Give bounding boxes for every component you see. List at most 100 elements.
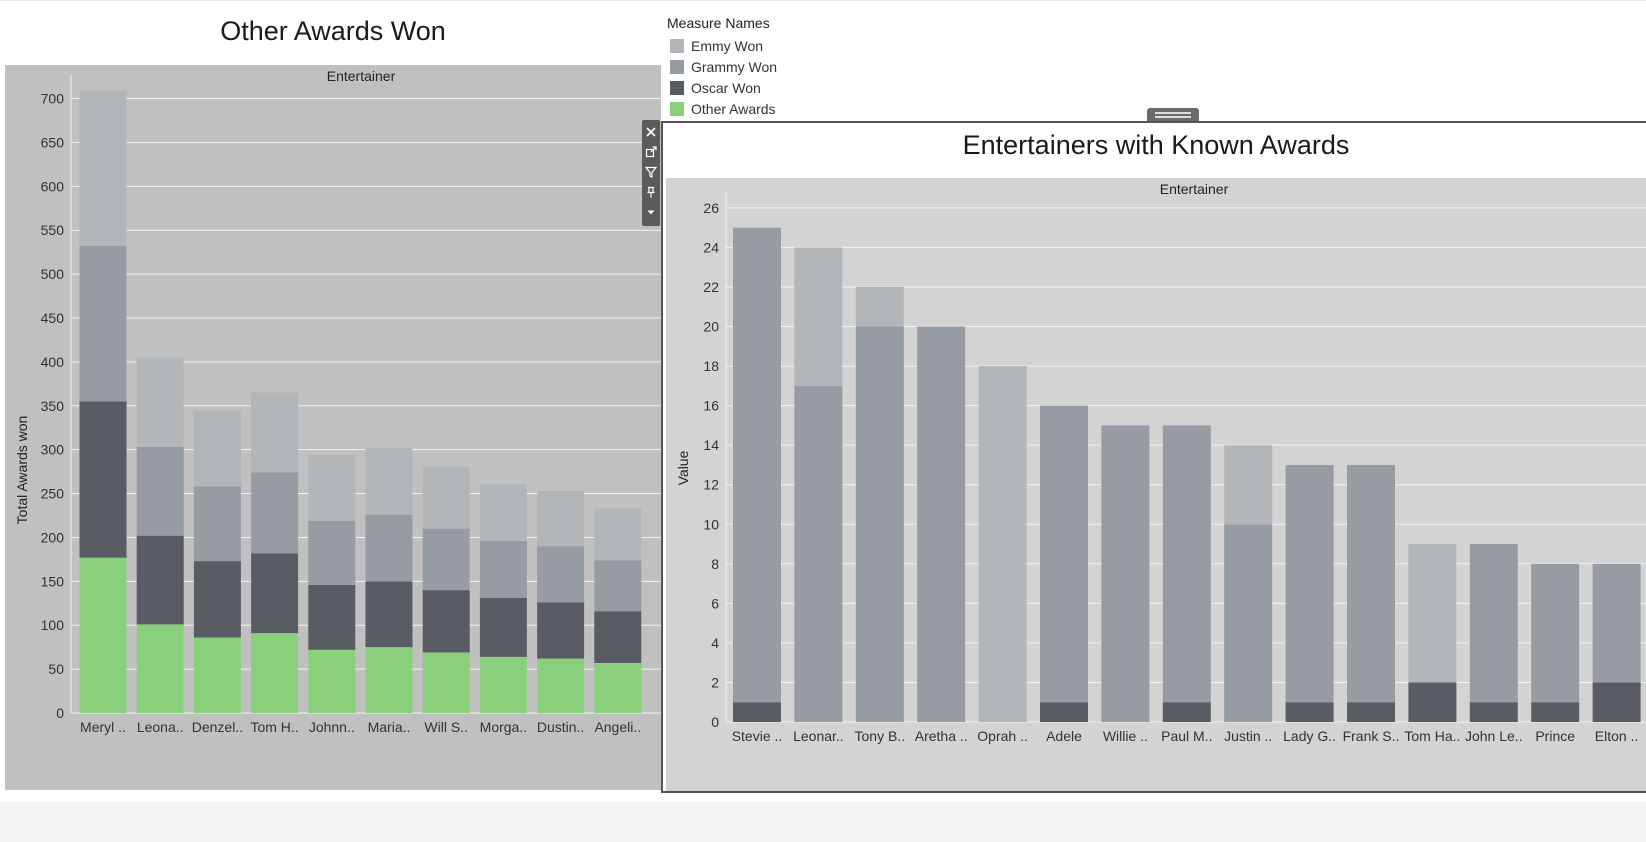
bar-segment-grammy-won[interactable] (1040, 405, 1088, 703)
bar-segment-oscar-won[interactable] (79, 401, 127, 558)
popout-icon[interactable] (642, 142, 660, 162)
bar-segment-oscar-won[interactable] (1162, 702, 1211, 722)
bar-segment-emmy-won[interactable] (479, 483, 527, 541)
bar-segment-other-awards[interactable] (79, 557, 127, 713)
bar-segment-grammy-won[interactable] (79, 246, 127, 402)
bar-segment-oscar-won[interactable] (1469, 702, 1518, 722)
bar-segment-oscar-won[interactable] (422, 590, 470, 653)
bar-segment-grammy-won[interactable] (1347, 464, 1395, 703)
legend-label-emmy: Emmy Won (691, 37, 764, 54)
bar-segment-emmy-won[interactable] (855, 286, 904, 327)
bar-segment-other-awards[interactable] (479, 656, 527, 713)
legend-item-other-awards[interactable]: Other Awards (667, 98, 907, 119)
bar-segment-grammy-won[interactable] (733, 227, 781, 703)
x-tick-label: Stevie .. (732, 728, 783, 744)
bar-segment-grammy-won[interactable] (855, 326, 904, 722)
bar-segment-other-awards[interactable] (422, 652, 470, 713)
bar-segment-grammy-won[interactable] (136, 447, 184, 536)
bar-segment-emmy-won[interactable] (193, 410, 241, 487)
y-tick-label: 250 (41, 486, 65, 502)
bar-segment-emmy-won[interactable] (422, 466, 470, 529)
worksheet-toolbar (642, 120, 660, 226)
bar-segment-other-awards[interactable] (537, 658, 585, 713)
bar-segment-emmy-won[interactable] (537, 490, 585, 547)
bar-segment-grammy-won[interactable] (594, 560, 642, 612)
bar-segment-other-awards[interactable] (193, 637, 241, 713)
bar-segment-emmy-won[interactable] (1408, 544, 1457, 683)
bar-segment-emmy-won[interactable] (251, 392, 299, 473)
bar-segment-emmy-won[interactable] (594, 508, 642, 561)
bar-segment-oscar-won[interactable] (193, 561, 241, 638)
x-tick-label: Adele (1046, 728, 1082, 744)
bar-segment-oscar-won[interactable] (594, 611, 642, 663)
bar-segment-emmy-won[interactable] (308, 454, 356, 521)
y-tick-label: 24 (703, 239, 719, 255)
filter-icon[interactable] (642, 162, 660, 182)
bar-segment-grammy-won[interactable] (1101, 425, 1150, 722)
bar-segment-oscar-won[interactable] (1347, 702, 1395, 722)
bar-segment-grammy-won[interactable] (794, 385, 843, 722)
bar-segment-emmy-won[interactable] (136, 357, 184, 448)
bar-segment-oscar-won[interactable] (1592, 682, 1641, 722)
bar-segment-grammy-won[interactable] (1162, 425, 1211, 703)
chart-entertainers-known-awards[interactable]: 0 2 4 6 8 10 12 14 16 18 20 22 24 26 Entertainer Value S… (666, 178, 1646, 791)
x-tick-label: Denzel.. (192, 719, 243, 735)
bar-segment-emmy-won[interactable] (794, 247, 843, 386)
bar-segment-grammy-won[interactable] (1592, 563, 1641, 683)
bar-segment-oscar-won[interactable] (1408, 682, 1457, 722)
column-header: Entertainer (1160, 181, 1229, 197)
y-tick-label: 16 (703, 398, 719, 414)
legend-swatch-grammy (670, 59, 684, 74)
x-tick-label: Tom H.. (250, 719, 298, 735)
bar-segment-grammy-won[interactable] (537, 546, 585, 603)
chart-other-awards-won[interactable]: 0 50 100 150 200 250 300 350 400 450 500 550 600 650 7… (5, 65, 661, 790)
bar-segment-grammy-won[interactable] (917, 326, 966, 722)
more-icon[interactable] (642, 202, 660, 222)
x-tick-label: Tom Ha.. (1404, 728, 1460, 744)
legend-item-oscar[interactable]: Oscar Won (667, 77, 907, 98)
bar-segment-oscar-won[interactable] (251, 553, 299, 634)
legend-swatch-emmy (670, 38, 684, 53)
bar-segment-oscar-won[interactable] (1285, 702, 1334, 722)
x-tick-label: Tony B.. (855, 728, 906, 744)
legend-measure-names: Measure Names Emmy Won Grammy Won Oscar … (667, 15, 907, 119)
y-axis-label: Value (675, 450, 691, 485)
bar-segment-grammy-won[interactable] (479, 540, 527, 599)
bar-segment-grammy-won[interactable] (422, 528, 470, 591)
y-tick-label: 300 (41, 442, 65, 458)
y-tick-label: 50 (48, 661, 64, 677)
bar-segment-grammy-won[interactable] (193, 486, 241, 562)
bar-segment-other-awards[interactable] (136, 624, 184, 713)
bar-segment-other-awards[interactable] (365, 647, 413, 713)
bar-segment-oscar-won[interactable] (1531, 702, 1580, 722)
close-icon[interactable] (642, 122, 660, 142)
bar-segment-oscar-won[interactable] (365, 581, 413, 648)
bar-segment-grammy-won[interactable] (365, 514, 413, 582)
bar-segment-grammy-won[interactable] (1224, 524, 1273, 722)
bar-segment-oscar-won[interactable] (308, 584, 356, 650)
legend-item-emmy[interactable]: Emmy Won (667, 35, 907, 56)
bar-segment-oscar-won[interactable] (537, 602, 585, 659)
bar-segment-grammy-won[interactable] (308, 520, 356, 585)
bar-segment-oscar-won[interactable] (479, 598, 527, 657)
pin-icon[interactable] (642, 182, 660, 202)
bar-segment-other-awards[interactable] (251, 633, 299, 713)
bar-segment-grammy-won[interactable] (1469, 544, 1518, 703)
bar-segment-grammy-won[interactable] (1285, 464, 1334, 703)
bar-segment-other-awards[interactable] (594, 662, 642, 713)
bar-segment-emmy-won[interactable] (1224, 445, 1273, 525)
bar-segment-oscar-won[interactable] (733, 702, 781, 722)
legend-item-grammy[interactable]: Grammy Won (667, 56, 907, 77)
drag-handle[interactable] (1147, 108, 1199, 121)
bar-segment-grammy-won[interactable] (1531, 563, 1580, 703)
bar-segment-oscar-won[interactable] (1040, 702, 1088, 722)
bar-segment-emmy-won[interactable] (365, 447, 413, 515)
column-header: Entertainer (327, 68, 396, 84)
bar-segment-emmy-won[interactable] (79, 90, 127, 247)
bar-segment-other-awards[interactable] (308, 649, 356, 713)
bar-segment-emmy-won[interactable] (978, 366, 1027, 722)
bar-segment-oscar-won[interactable] (136, 535, 184, 625)
bar-segment-grammy-won[interactable] (251, 472, 299, 554)
